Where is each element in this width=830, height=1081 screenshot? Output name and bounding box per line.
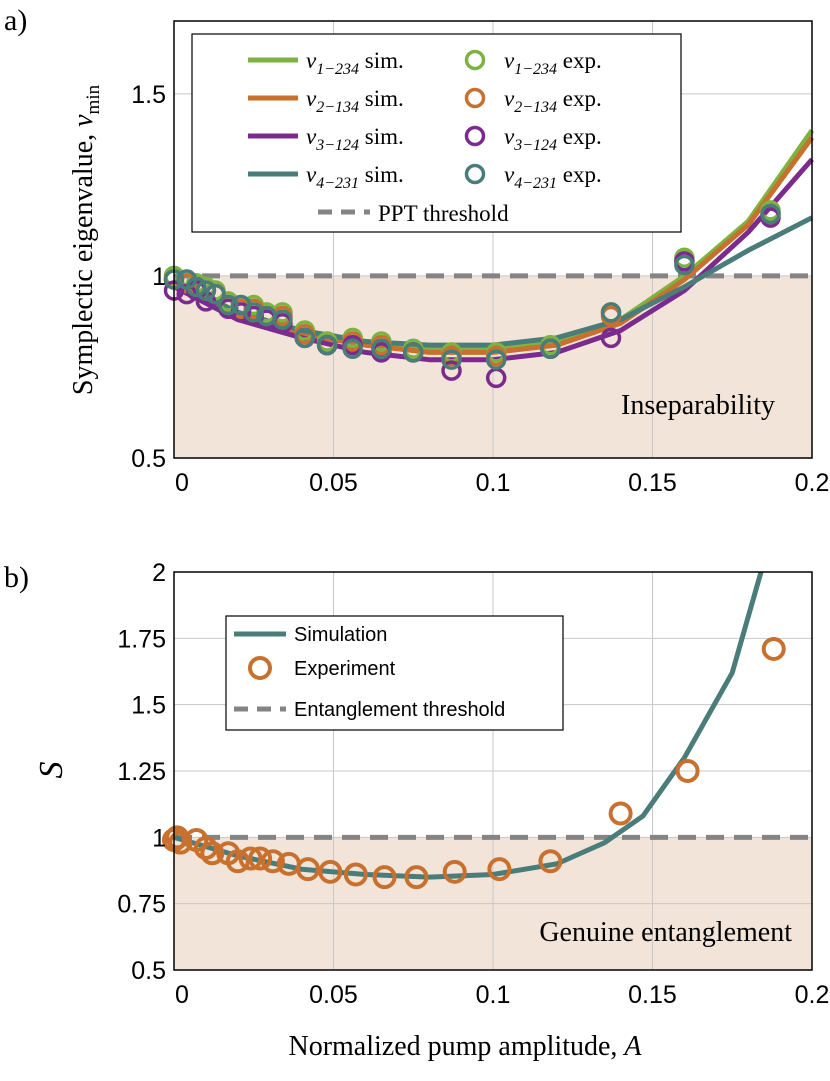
exp-point-ν4-231 bbox=[674, 254, 695, 276]
legend-exp-swatch bbox=[464, 125, 486, 147]
legend-exp-swatch bbox=[464, 163, 486, 185]
legend-exp-label: ν4−231 exp. bbox=[504, 162, 602, 192]
exp-point-ν4-231 bbox=[205, 283, 226, 305]
experiment-point bbox=[372, 865, 397, 890]
experiment-point bbox=[343, 862, 368, 887]
y-tick-label: 1.75 bbox=[117, 625, 166, 653]
legend-exp-swatch bbox=[464, 87, 486, 109]
exp-point-ν4-231 bbox=[760, 203, 781, 225]
x-tick-label: 0 bbox=[175, 469, 189, 497]
experiment-point bbox=[295, 857, 320, 882]
x-tick-label: 0.15 bbox=[628, 981, 677, 1009]
x-tick-label: 0.15 bbox=[628, 469, 677, 497]
experiment-point bbox=[260, 849, 285, 874]
panel-b-frame bbox=[173, 571, 813, 971]
panel-a-ticks: 0 0.05 0.1 0.15 0.2 0.5 1 1.5 bbox=[131, 81, 829, 497]
x-axis-label: Normalized pump amplitude, A bbox=[288, 1031, 642, 1062]
panel-b: b) 0 0.05 0.1 0.15 0.2 0.5 0.75 1 1.25 1.5 1.75 2 G… bbox=[4, 559, 829, 1062]
legend-exp-label: ν1−234 exp. bbox=[504, 48, 602, 78]
y-tick-label: 0.5 bbox=[131, 445, 166, 473]
panel-b-ticks: 0 0.05 0.1 0.15 0.2 0.5 0.75 1 1.25 1.5 1.75 2 bbox=[117, 559, 829, 1009]
panel-b-legend: Simulation Experiment Entanglement thres… bbox=[225, 615, 564, 731]
exp-point-ν4-231 bbox=[371, 338, 392, 359]
exp-point-ν3-124 bbox=[441, 360, 462, 381]
exp-point-ν4-231 bbox=[186, 276, 207, 298]
experiment-point bbox=[200, 841, 225, 866]
panel-a-legend: ν1−234 sim. ν1−234 exp. ν2−134 sim. ν2−134 … bbox=[191, 33, 682, 233]
legend-ppt-threshold: PPT threshold bbox=[378, 201, 509, 226]
y-tick-label: 0.75 bbox=[117, 891, 166, 919]
xlabel-symbol: A bbox=[622, 1031, 642, 1062]
panel-a: a) 0 0.05 0.1 0.15 0.2 0.5 1 1.5 Inseparability… bbox=[4, 4, 829, 497]
exp-point-ν4-231 bbox=[485, 349, 507, 370]
ylabel-symbol: ν bbox=[68, 114, 99, 127]
experiment-point bbox=[318, 859, 343, 884]
legend-box bbox=[191, 33, 682, 233]
panel-a-ylabel: Symplectic eigenvalue, νmin bbox=[68, 84, 104, 395]
panel-a-frame bbox=[173, 20, 813, 459]
legend-sim-label: ν1−234 sim. bbox=[306, 48, 404, 78]
exp-point-ν4-231 bbox=[195, 280, 217, 301]
ylabel-sub: min bbox=[83, 84, 104, 114]
legend-exp-label: ν2−134 exp. bbox=[504, 86, 602, 116]
ylabel-text: Symplectic eigenvalue, bbox=[68, 127, 99, 395]
experiment-point bbox=[538, 849, 563, 874]
panel-a-exp-points bbox=[163, 200, 781, 389]
experiment-point bbox=[608, 801, 633, 826]
exp-point-ν4-231 bbox=[403, 342, 424, 363]
experiment-point bbox=[442, 859, 467, 884]
legend-exp-swatch bbox=[464, 49, 486, 71]
exp-point-ν4-231 bbox=[600, 302, 622, 323]
legend-simulation: Simulation bbox=[294, 624, 387, 646]
exp-point-ν3-124 bbox=[600, 327, 622, 349]
y-tick-label: 0.5 bbox=[131, 957, 166, 985]
exp-point-ν4-231 bbox=[243, 302, 264, 323]
legend-sim-label: ν4−231 sim. bbox=[306, 162, 404, 192]
xlabel-text: Normalized pump amplitude, bbox=[288, 1031, 624, 1062]
experiment-point bbox=[404, 865, 429, 890]
x-tick-label: 0.2 bbox=[795, 469, 830, 497]
x-tick-label: 0 bbox=[175, 981, 189, 1009]
exp-point-ν4-231 bbox=[540, 338, 561, 359]
y-tick-label: 2 bbox=[152, 559, 166, 587]
legend-sim-label: ν3−124 sim. bbox=[306, 124, 404, 154]
experiment-point bbox=[761, 636, 786, 661]
legend-experiment-swatch bbox=[248, 656, 272, 680]
exp-point-ν4-231 bbox=[441, 349, 462, 370]
simulation-line bbox=[173, 571, 764, 880]
x-tick-label: 0.05 bbox=[309, 981, 358, 1009]
exp-point-ν4-231 bbox=[217, 294, 239, 316]
y-tick-label: 1 bbox=[152, 824, 166, 852]
experiment-point bbox=[168, 830, 193, 855]
experiment-point bbox=[675, 759, 700, 783]
panel-b-label: b) bbox=[4, 561, 29, 594]
experiment-point bbox=[238, 846, 263, 871]
legend-exp-label: ν3−124 exp. bbox=[504, 124, 602, 154]
genuine-entanglement-label: Genuine entanglement bbox=[539, 917, 792, 948]
x-tick-label: 0.1 bbox=[476, 469, 511, 497]
experiment-point bbox=[225, 849, 250, 874]
panel-b-ylabel: S bbox=[33, 762, 70, 779]
experiment-point bbox=[193, 835, 218, 860]
x-tick-label: 0.1 bbox=[476, 981, 511, 1009]
exp-point-ν4-231 bbox=[342, 338, 363, 359]
exp-point-ν4-231 bbox=[316, 334, 338, 356]
x-tick-label: 0.2 bbox=[795, 981, 830, 1009]
y-tick-label: 1.25 bbox=[117, 758, 166, 786]
legend-entanglement-threshold: Entanglement threshold bbox=[294, 699, 505, 721]
x-tick-label: 0.05 bbox=[309, 469, 358, 497]
y-tick-label: 1.5 bbox=[131, 81, 166, 109]
experiment-point bbox=[487, 857, 512, 882]
experiment-point bbox=[248, 846, 273, 871]
y-tick-label: 1 bbox=[152, 263, 166, 291]
panel-b-exp-points bbox=[162, 636, 786, 890]
exp-point-ν4-231 bbox=[294, 327, 316, 349]
inseparability-label: Inseparability bbox=[621, 390, 775, 421]
exp-point-ν4-231 bbox=[272, 309, 293, 330]
panel-a-label: a) bbox=[4, 4, 27, 37]
y-tick-label: 1.5 bbox=[131, 692, 166, 720]
legend-experiment: Experiment bbox=[294, 658, 396, 680]
legend-sim-label: ν2−134 sim. bbox=[306, 86, 404, 116]
